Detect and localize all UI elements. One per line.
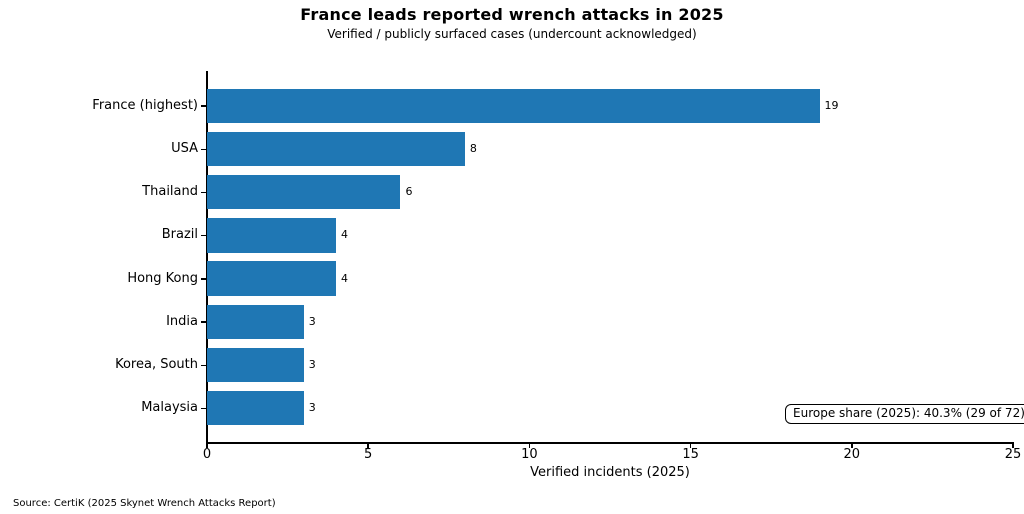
y-tick-mark: [201, 364, 206, 366]
x-tick-mark: [367, 443, 369, 448]
europe-share-annotation: Europe share (2025): 40.3% (29 of 72): [785, 404, 1024, 424]
y-axis-spine: [206, 71, 208, 443]
x-tick-mark: [528, 443, 531, 448]
bar: [207, 304, 304, 340]
y-tick-mark: [201, 148, 206, 150]
bar-value-label: 3: [308, 401, 316, 415]
x-tick-label: 15: [682, 447, 699, 462]
x-tick-mark: [851, 443, 853, 448]
x-tick-label: 10: [521, 447, 538, 462]
category-label: Korea, South: [115, 357, 198, 372]
chart-title: France leads reported wrench attacks in …: [300, 5, 724, 24]
bar: [207, 390, 304, 426]
chart-subtitle: Verified / publicly surfaced cases (unde…: [327, 27, 697, 41]
y-tick-mark: [201, 321, 206, 323]
y-tick-mark: [201, 407, 206, 410]
bar-value-label: 4: [340, 228, 348, 242]
x-tick-label: 0: [202, 447, 212, 462]
bar: [207, 131, 465, 167]
x-tick-mark: [1012, 443, 1014, 448]
y-tick-mark: [201, 191, 206, 194]
bar: [207, 347, 304, 383]
bar-value-label: 3: [308, 358, 316, 371]
bar-value-label: 8: [469, 142, 477, 155]
y-tick-mark: [201, 278, 206, 280]
bar: [207, 218, 336, 253]
y-tick-mark: [201, 234, 206, 237]
x-tick-label: 5: [364, 447, 373, 462]
bar: [207, 88, 820, 124]
bar-value-label: 19: [824, 98, 839, 112]
category-label: Thailand: [142, 184, 198, 200]
category-label: Hong Kong: [127, 270, 198, 286]
category-label: France (highest): [92, 97, 198, 113]
bar: [207, 261, 336, 296]
bar: [207, 174, 401, 210]
bar-value-label: 6: [405, 185, 413, 199]
x-tick-mark: [689, 443, 692, 448]
category-label: Malaysia: [141, 400, 198, 416]
category-label: Brazil: [161, 227, 198, 243]
bar-value-label: 3: [308, 314, 316, 328]
bar-value-label: 4: [340, 271, 348, 285]
category-label: India: [166, 313, 198, 329]
x-tick-label: 25: [1004, 447, 1022, 462]
x-axis-spine: [206, 442, 1014, 444]
x-tick-label: 20: [843, 447, 861, 462]
source-note: Source: CertiK (2025 Skynet Wrench Attac…: [13, 498, 276, 509]
y-tick-mark: [201, 105, 206, 107]
x-tick-mark: [206, 443, 208, 448]
x-axis-label: Verified incidents (2025): [530, 465, 690, 480]
category-label: USA: [171, 141, 198, 156]
